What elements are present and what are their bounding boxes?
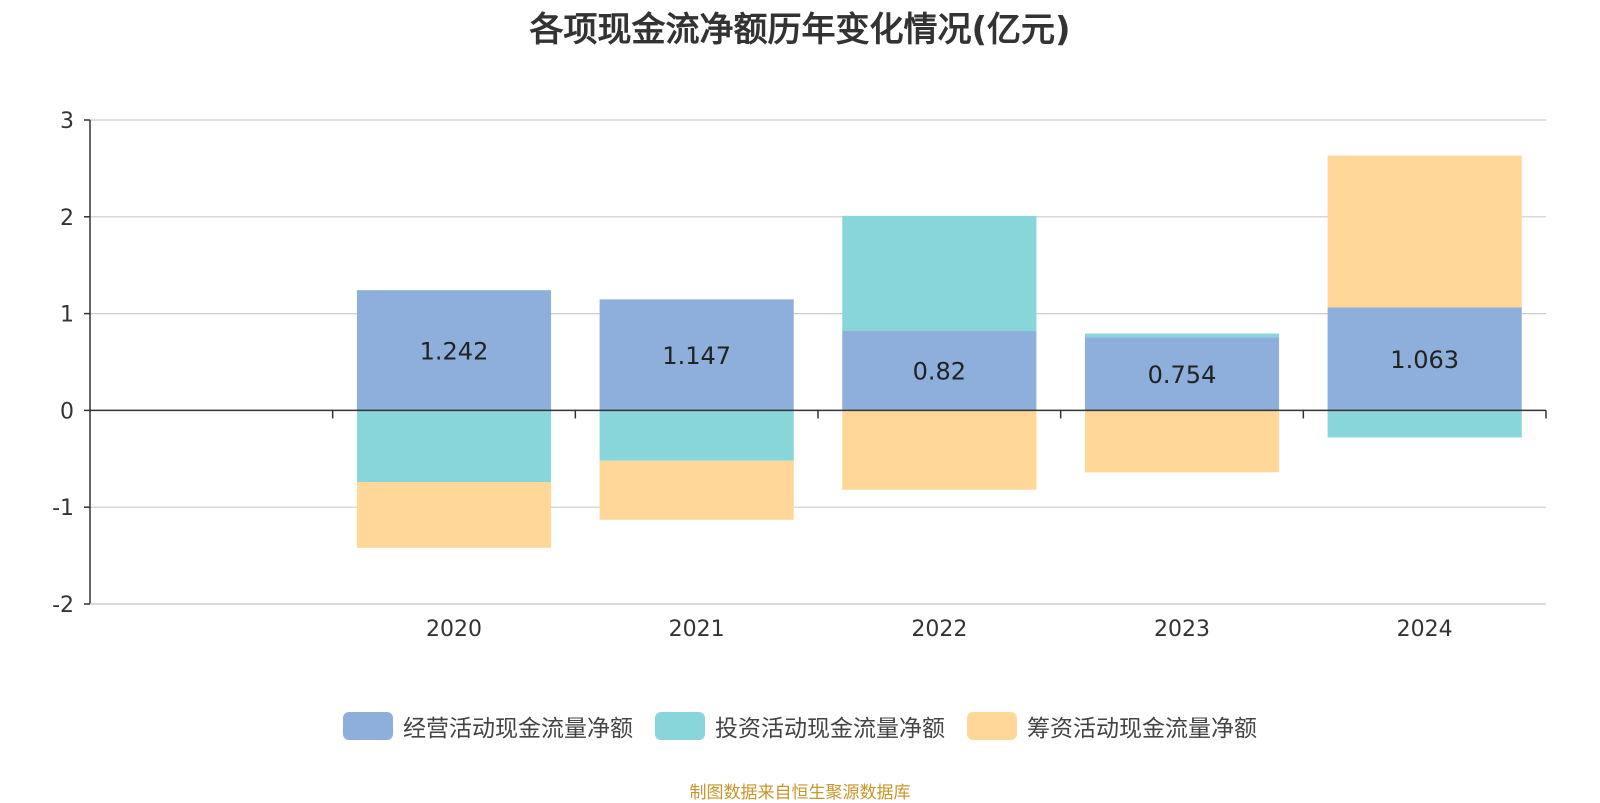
y-tick-label: 3 (60, 109, 74, 134)
bar-segment (842, 331, 1037, 411)
y-tick-label: 0 (60, 399, 74, 424)
x-tick-label: 2022 (911, 617, 967, 642)
bar-segment (842, 410, 1037, 490)
x-tick-label: 2021 (669, 617, 725, 642)
x-tick-label: 2024 (1397, 617, 1453, 642)
data-label: 1.063 (1390, 346, 1459, 374)
bar-segment (356, 410, 552, 483)
legend-swatch-operating (343, 712, 393, 740)
legend-item-operating[interactable]: 经营活动现金流量净额 (343, 709, 633, 743)
legend-item-investing[interactable]: 投资活动现金流量净额 (655, 709, 945, 743)
bar-segment (1327, 307, 1522, 411)
legend-label-operating: 经营活动现金流量净额 (403, 716, 633, 742)
data-label: 0.82 (913, 358, 966, 386)
data-label: 1.147 (662, 342, 731, 370)
bar-segment (356, 290, 552, 411)
legend-swatch-financing (967, 712, 1017, 740)
data-label: 0.754 (1148, 361, 1217, 389)
legend-label-financing: 筹资活动现金流量净额 (1027, 716, 1257, 742)
bar-segment (1327, 155, 1522, 308)
bar-segment (599, 460, 794, 520)
bar-segment (842, 215, 1037, 332)
legend-item-financing[interactable]: 筹资活动现金流量净额 (967, 709, 1257, 743)
source-note: 制图数据来自恒生聚源数据库 (689, 783, 911, 803)
y-tick-label: 2 (60, 206, 74, 231)
bar-segment (1327, 410, 1522, 438)
bar-segment (599, 410, 794, 461)
legend-label-investing: 投资活动现金流量净额 (715, 716, 945, 742)
y-tick-label: -1 (52, 496, 74, 521)
bar-segment (356, 482, 552, 548)
chart-legend: 经营活动现金流量净额 投资活动现金流量净额 筹资活动现金流量净额 (0, 706, 1600, 746)
bar-segment (1084, 410, 1280, 473)
legend-swatch-investing (655, 712, 705, 740)
bar-segment (1084, 333, 1280, 338)
bar-segment (1084, 337, 1280, 411)
bar-segment (599, 299, 794, 411)
y-tick-label: -2 (52, 593, 74, 618)
x-tick-label: 2020 (426, 617, 482, 642)
x-tick-label: 2023 (1154, 617, 1210, 642)
chart-plot: 3 2 1 0 -1 -2 1.242 2020 1.147 2021 0.82 2022 0.754 2… (52, 109, 1547, 642)
data-label: 1.242 (420, 337, 489, 365)
y-tick-label: 1 (60, 303, 74, 328)
chart-title: 各项现金流净额历年变化情况(亿元) (529, 10, 1071, 50)
